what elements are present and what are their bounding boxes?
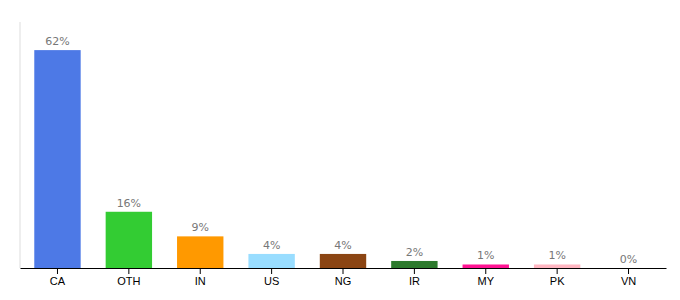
x-tick: OTH <box>117 268 140 287</box>
x-tick: VN <box>621 268 636 287</box>
x-tick-label: OTH <box>117 275 140 287</box>
bar <box>34 50 80 268</box>
x-tick: IR <box>409 268 420 287</box>
x-tick: NG <box>335 268 352 287</box>
x-tick-mark <box>57 268 58 274</box>
bar <box>391 261 437 268</box>
x-tick-mark <box>485 268 486 274</box>
bar <box>106 212 152 268</box>
bars <box>34 50 580 268</box>
x-tick: IN <box>195 268 206 287</box>
bar <box>534 264 580 268</box>
x-tick-mark <box>271 268 272 274</box>
y-axis-line <box>20 22 21 268</box>
data-label: 2% <box>406 246 423 259</box>
chart: CA OTH IN US NG IR MY PK VN 62% 16% 9% 4% 4% 2% 1% 1% 0% <box>0 0 680 300</box>
data-label: 4% <box>263 239 280 252</box>
x-tick: PK <box>550 268 565 287</box>
x-tick: MY <box>478 268 495 287</box>
bar <box>605 268 651 269</box>
data-label: 1% <box>548 249 565 262</box>
x-tick-label: MY <box>478 275 495 287</box>
x-tick-label: VN <box>621 275 636 287</box>
x-axis: CA OTH IN US NG IR MY PK VN <box>21 268 667 287</box>
data-label: 16% <box>117 197 141 210</box>
x-tick-label: NG <box>335 275 352 287</box>
data-label: 62% <box>45 35 69 48</box>
x-tick: CA <box>50 268 66 287</box>
x-tick-mark <box>200 268 201 274</box>
bar <box>320 254 366 268</box>
bar <box>463 264 509 268</box>
x-tick-mark <box>628 268 629 274</box>
x-tick-label: PK <box>550 275 565 287</box>
data-label: 1% <box>477 249 494 262</box>
x-tick-label: IN <box>195 275 206 287</box>
data-label: 0% <box>620 253 637 266</box>
x-tick: US <box>264 268 279 287</box>
x-tick-label: CA <box>50 275 66 287</box>
x-tick-mark <box>557 268 558 274</box>
plot-area: CA OTH IN US NG IR MY PK VN 62% 16% 9% 4% 4% 2% 1% 1% 0% <box>20 22 667 287</box>
x-tick-mark <box>128 268 129 274</box>
x-tick-label: US <box>264 275 279 287</box>
data-labels: 62% 16% 9% 4% 4% 2% 1% 1% 0% <box>45 35 637 266</box>
x-tick-label: IR <box>409 275 420 287</box>
bar <box>248 254 294 268</box>
bar <box>177 236 223 268</box>
data-label: 9% <box>192 221 209 234</box>
x-tick-mark <box>414 268 415 274</box>
x-tick-mark <box>343 268 344 274</box>
data-label: 4% <box>334 239 351 252</box>
